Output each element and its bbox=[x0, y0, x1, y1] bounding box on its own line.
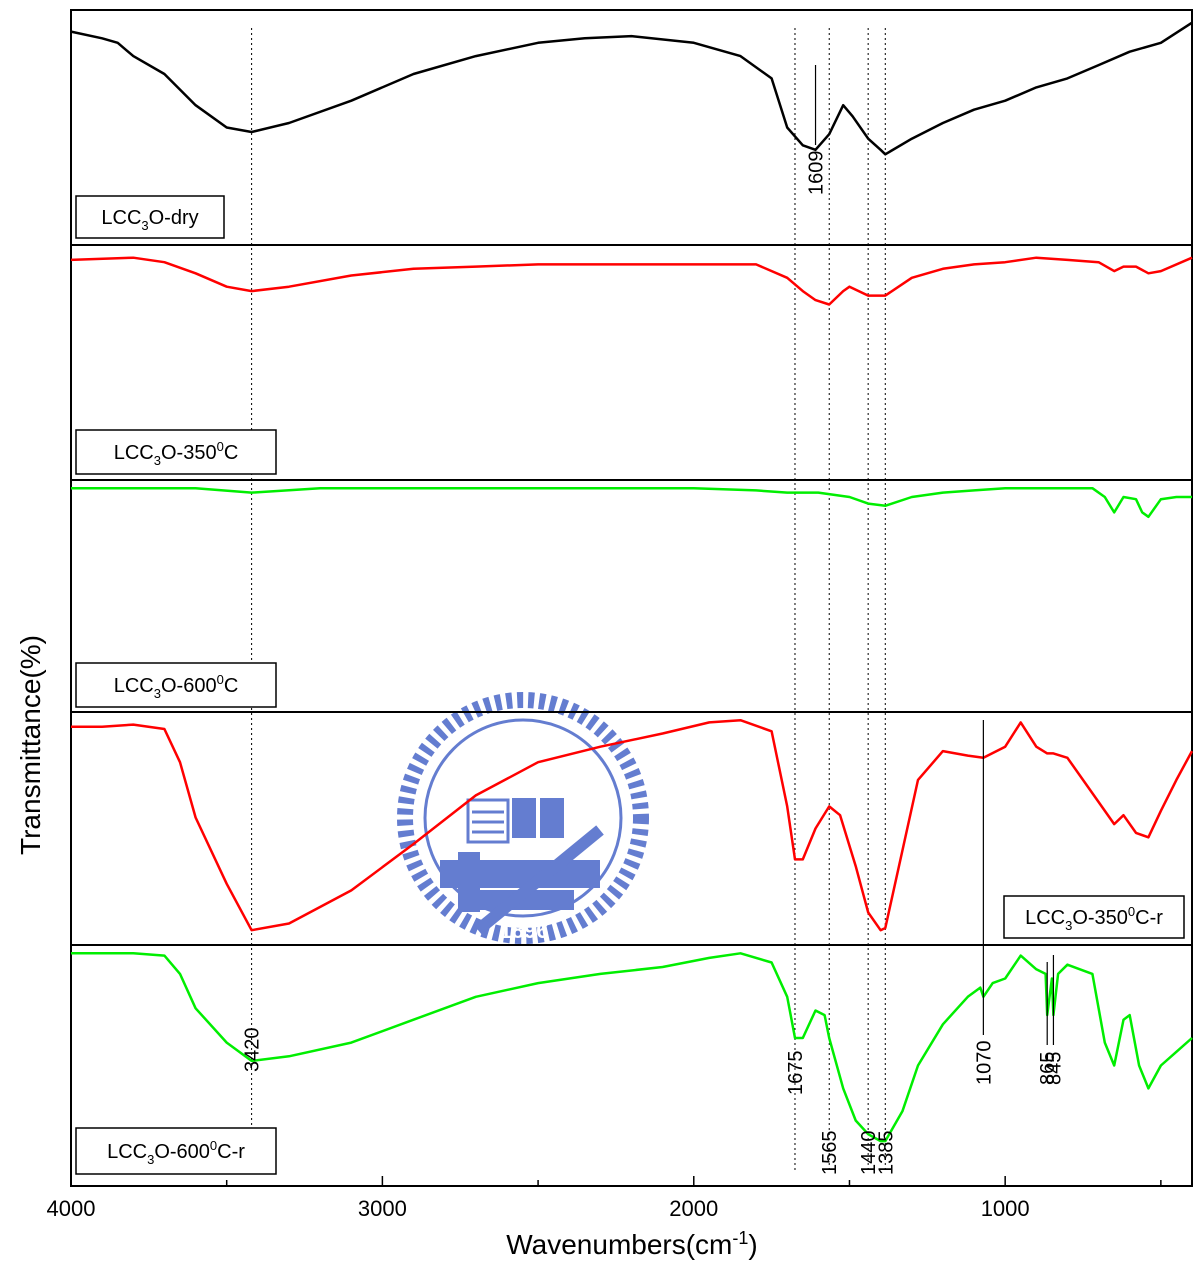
watermark-seal: 1896 bbox=[397, 692, 649, 944]
peak-label-865: 865 bbox=[1037, 1052, 1059, 1085]
series-layer bbox=[70, 21, 1194, 1143]
peak-label-1609: 1609 bbox=[806, 151, 828, 196]
panel-label-box bbox=[75, 662, 277, 708]
x-tick-label: 3000 bbox=[358, 1196, 407, 1221]
panel-label-box bbox=[75, 195, 225, 239]
peak-label-3420: 3420 bbox=[242, 1028, 264, 1073]
panel-label-text: LCC3O-6000C bbox=[114, 672, 239, 701]
peak-label-1070: 1070 bbox=[973, 1041, 995, 1086]
series-line-5 bbox=[71, 952, 1193, 1143]
peak-label-1565: 1565 bbox=[819, 1131, 841, 1176]
y-axis-title: Transmittance(%) bbox=[15, 635, 46, 855]
x-tick-label: 4000 bbox=[47, 1196, 96, 1221]
peak-label-1385: 1385 bbox=[875, 1131, 897, 1176]
series-line-2 bbox=[70, 256, 1193, 306]
series-line-3 bbox=[71, 486, 1192, 519]
panel-label-text: LCC3O-dry bbox=[101, 207, 198, 233]
series-line-4 bbox=[71, 718, 1194, 932]
peak-label-1675: 1675 bbox=[785, 1051, 807, 1096]
axes-layer: 4000 3000 2000 1000 bbox=[47, 9, 1193, 1221]
reference-lines bbox=[251, 28, 886, 1171]
panel-label-box bbox=[75, 1127, 277, 1175]
x-tick-label: 2000 bbox=[669, 1196, 718, 1221]
series-line-1 bbox=[70, 21, 1193, 156]
peak-label-845: 845 bbox=[1043, 1052, 1065, 1085]
x-axis-title: Wavenumbers(cm-1) bbox=[506, 1228, 757, 1260]
panel-label-text: LCC3O-6000C-r bbox=[107, 1138, 245, 1167]
panel-label-text: LCC3O-3500C-r bbox=[1025, 904, 1163, 933]
x-tick-label: 1000 bbox=[981, 1196, 1030, 1221]
svg-text:1896: 1896 bbox=[500, 918, 549, 943]
peak-label-1440: 1440 bbox=[858, 1131, 880, 1176]
panel-label-text: LCC3O-3500C bbox=[114, 439, 239, 468]
panel-label-box bbox=[75, 429, 277, 475]
plot-frame bbox=[70, 9, 1193, 1187]
panel-labels: LCC3O-dry LCC3O-3500C LCC3O-6000C LCC3O-350… bbox=[75, 195, 1185, 1175]
panel-label-box bbox=[1003, 895, 1185, 939]
